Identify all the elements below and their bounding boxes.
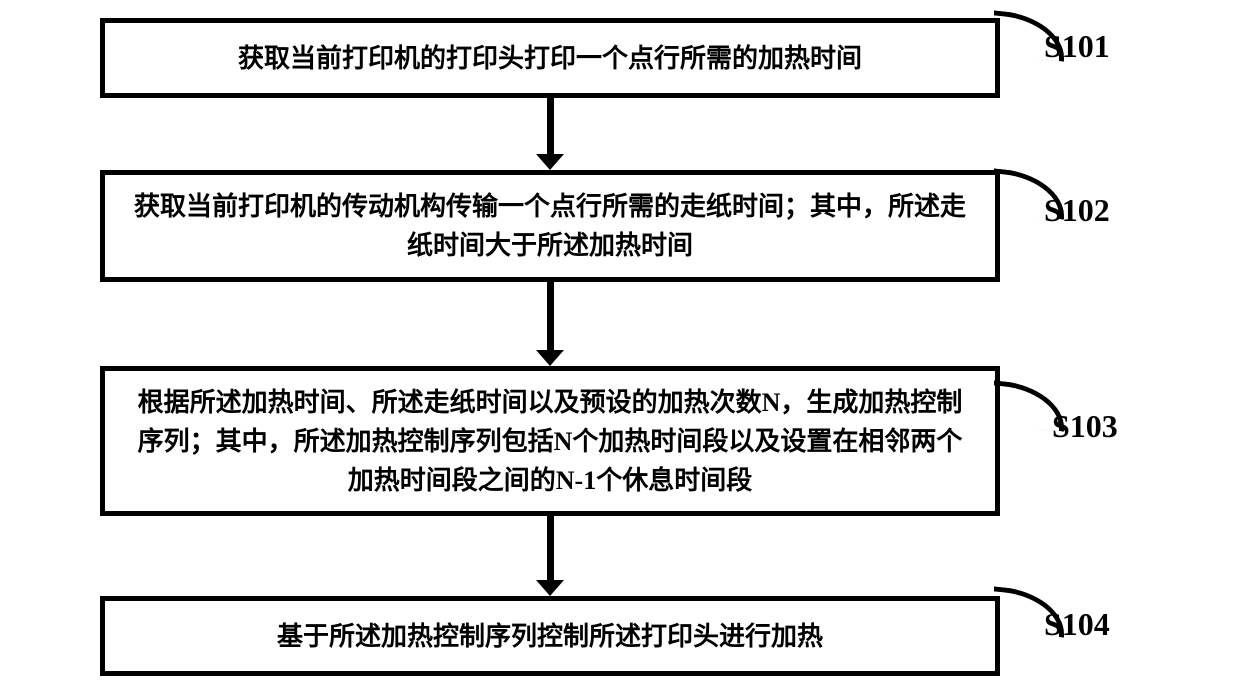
step-box-s101: 获取当前打印机的打印头打印一个点行所需的加热时间 bbox=[100, 18, 1000, 98]
step-box-s102: 获取当前打印机的传动机构传输一个点行所需的走纸时间；其中，所述走纸时间大于所述加… bbox=[100, 170, 1000, 282]
flowchart-canvas: 获取当前打印机的打印头打印一个点行所需的加热时间 S101 获取当前打印机的传动机构… bbox=[0, 0, 1240, 697]
step-label-s102: S102 bbox=[1044, 192, 1110, 229]
step-label-s101: S101 bbox=[1044, 28, 1110, 65]
arrow-head-2 bbox=[536, 350, 564, 366]
arrow-line-2 bbox=[547, 282, 554, 350]
step-box-s104: 基于所述加热控制序列控制所述打印头进行加热 bbox=[100, 596, 1000, 676]
arrow-head-3 bbox=[536, 580, 564, 596]
step-label-s104: S104 bbox=[1044, 606, 1110, 643]
arrow-line-3 bbox=[547, 516, 554, 580]
arrow-line-1 bbox=[547, 98, 554, 154]
arrow-head-1 bbox=[536, 154, 564, 170]
step-label-s103: S103 bbox=[1052, 408, 1118, 445]
step-box-s103: 根据所述加热时间、所述走纸时间以及预设的加热次数N，生成加热控制序列；其中，所述… bbox=[100, 366, 1000, 516]
